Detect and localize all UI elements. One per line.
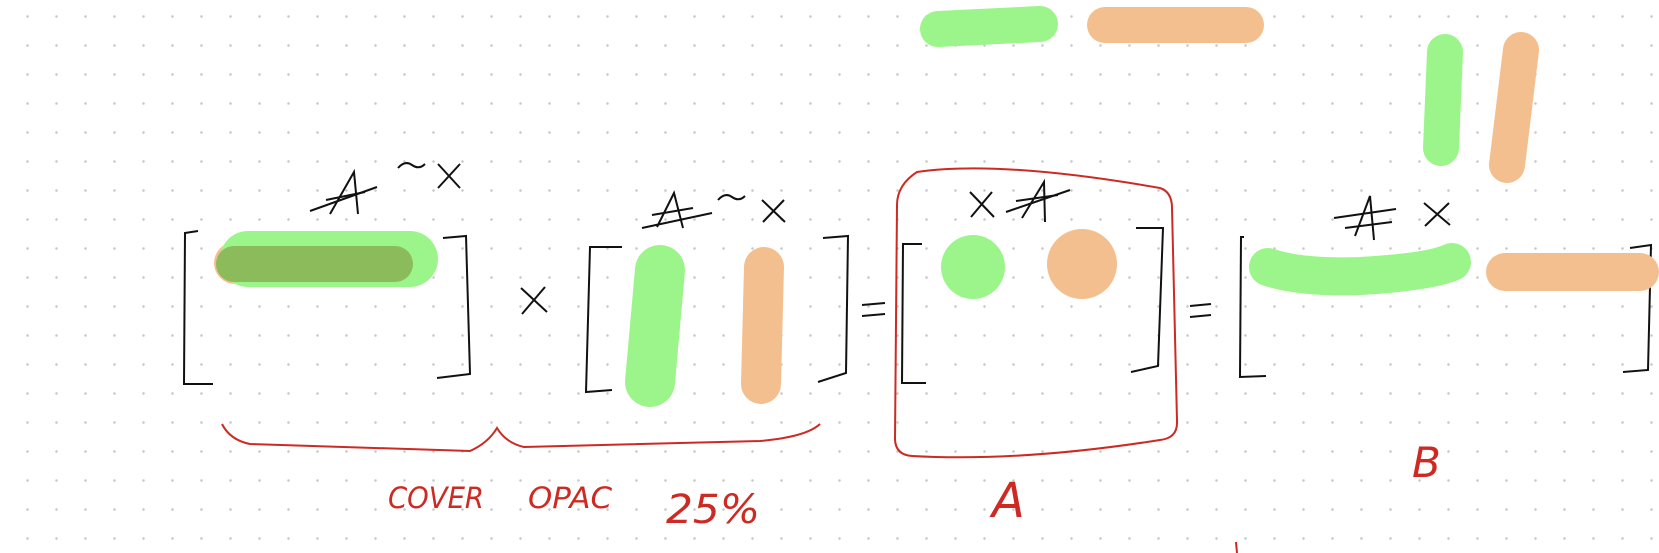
matrix-b-left-bracket (1238, 236, 1267, 379)
matrix-two-crossed-a-icon (641, 190, 713, 229)
matrix-two-left-bracket (584, 246, 622, 394)
matrix-b-crossed-a-icon (1333, 195, 1397, 241)
matrix-a-orange-dot (1047, 229, 1117, 299)
caption-percent: 25% (666, 487, 760, 533)
matrix-two (584, 190, 850, 407)
matrix-one (182, 162, 472, 385)
equals-operator-two-icon (1189, 303, 1212, 318)
caption-opac: OPAC (528, 481, 613, 515)
matrix-a (893, 167, 1179, 459)
matrix-b-x-mark (1423, 202, 1451, 227)
matrix-one-crossed-a-icon (309, 168, 378, 215)
matrix-a-left-bracket (900, 243, 926, 384)
caption-color: COVER (388, 481, 484, 515)
matrix-a-red-box (893, 167, 1179, 459)
matrix-two-orange-column (741, 247, 784, 404)
label-a: A (989, 473, 1025, 529)
top-legend (920, 6, 1539, 183)
matrix-a-x-mark (969, 191, 995, 218)
legend-green-horizontal-stroke (920, 6, 1058, 47)
matrix-a-right-bracket (1130, 227, 1165, 373)
legend-orange-vertical-stroke (1489, 32, 1539, 183)
label-b: B (1412, 438, 1441, 487)
legend-green-vertical-stroke (1423, 34, 1463, 166)
matrix-two-x-mark (761, 199, 786, 223)
multiply-operator-icon (520, 286, 548, 315)
matrix-one-left-bracket (182, 230, 213, 385)
matrix-two-right-bracket (817, 234, 850, 383)
stray-red-mark (1235, 541, 1238, 553)
matrix-a-crossed-a-icon (1005, 178, 1071, 223)
matrix-one-x-mark (437, 163, 461, 189)
red-brace (221, 423, 821, 453)
matrix-one-right-bracket (436, 234, 472, 379)
matrix-b (1238, 195, 1659, 379)
matrix-a-green-dot (941, 235, 1005, 299)
matrix-two-tilde-mark (717, 194, 746, 201)
matrix-two-green-column (625, 245, 685, 407)
matrix-b-right-bracket (1622, 243, 1653, 373)
matrix-b-green-row (1249, 243, 1471, 296)
equals-operator-one-icon (861, 302, 886, 317)
matrix-one-tilde-mark (397, 162, 426, 169)
